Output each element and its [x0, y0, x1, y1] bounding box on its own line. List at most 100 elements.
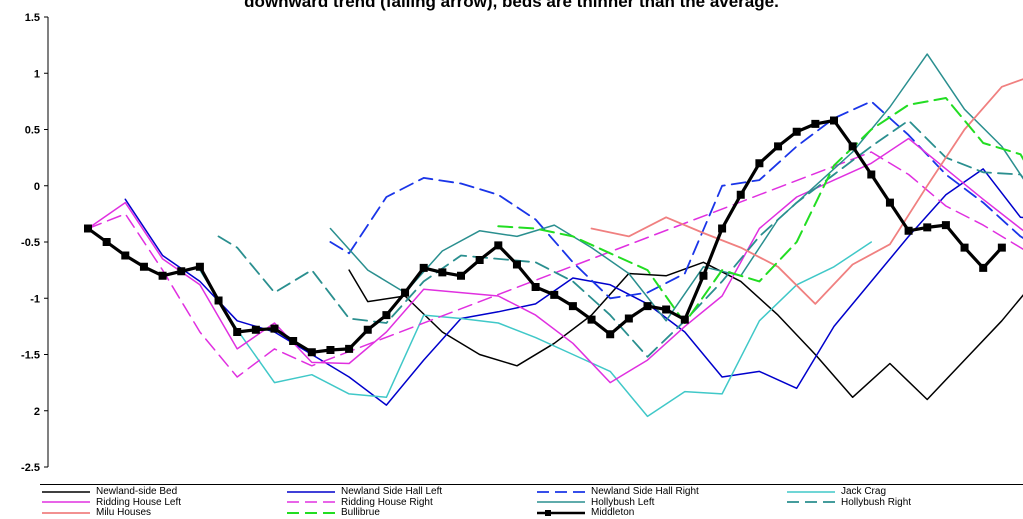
data-point-marker	[271, 325, 279, 333]
y-tick-label: 2	[34, 406, 40, 418]
legend-swatch	[285, 508, 337, 518]
legend-label: Hollybush Left	[591, 497, 654, 508]
legend-swatch	[40, 508, 92, 518]
data-point-marker	[737, 191, 745, 199]
y-tick-label: -0.5	[21, 237, 40, 249]
data-point-marker	[867, 171, 875, 179]
data-point-marker	[364, 326, 372, 334]
data-point-marker	[905, 227, 913, 235]
legend-label: Jack Crag	[841, 486, 886, 497]
data-point-marker	[849, 142, 857, 150]
y-tick-label: -2.5	[21, 462, 40, 474]
data-point-marker	[345, 345, 353, 353]
data-point-marker	[588, 316, 596, 324]
legend-label: Newland-side Bed	[96, 486, 177, 497]
legend-swatch	[785, 487, 837, 497]
legend-swatch	[535, 487, 587, 497]
data-point-marker	[811, 120, 819, 128]
legend-label: Middleton	[591, 507, 634, 518]
axes: 1.5 1 0.5 0 -0.5 -1 -1.5 2 -2.5	[21, 12, 48, 474]
data-point-marker	[159, 272, 167, 280]
legend-entry: Milu Houses	[40, 507, 151, 518]
data-point-marker	[569, 302, 577, 310]
data-point-marker	[233, 328, 241, 336]
data-point-marker	[625, 315, 633, 323]
y-tick-label: 1	[34, 68, 40, 80]
data-point-marker	[140, 263, 148, 271]
data-point-marker	[382, 311, 390, 319]
data-point-marker	[121, 252, 129, 260]
legend-label: Ridding House Right	[341, 497, 433, 508]
data-point-marker	[699, 272, 707, 280]
legend-label: Milu Houses	[96, 507, 151, 518]
data-point-marker	[550, 291, 558, 299]
legend-swatch	[785, 497, 837, 507]
legend-label: Newland Side Hall Right	[591, 486, 699, 497]
data-point-marker	[718, 225, 726, 233]
data-point-marker	[681, 316, 689, 324]
legend-swatch	[535, 497, 587, 507]
legend-label: Hollybush Right	[841, 497, 911, 508]
legend-label: Ridding House Left	[96, 497, 181, 508]
data-point-marker	[457, 272, 465, 280]
data-point-marker	[774, 142, 782, 150]
data-point-marker	[289, 337, 297, 345]
legend-swatch	[285, 487, 337, 497]
series-line-8	[592, 73, 1023, 304]
data-point-marker	[923, 223, 931, 231]
data-point-marker	[308, 348, 316, 356]
legend-entry: Middleton	[535, 507, 634, 518]
legend-entry: Hollybush Right	[785, 497, 911, 508]
legend-entry: Hollybush Left	[535, 497, 654, 508]
legend-swatch	[285, 497, 337, 507]
series-line-9	[498, 98, 1023, 323]
data-point-marker	[84, 225, 92, 233]
data-point-marker	[215, 297, 223, 305]
data-point-marker	[793, 128, 801, 136]
legend-entry: Ridding House Right	[285, 497, 433, 508]
data-point-marker	[252, 326, 260, 334]
data-point-marker	[438, 268, 446, 276]
data-point-marker	[961, 244, 969, 252]
data-point-marker	[662, 306, 670, 314]
series-line-10	[88, 121, 1002, 353]
data-point-marker	[177, 267, 185, 275]
data-point-marker	[644, 302, 652, 310]
y-tick-label: 1.5	[25, 12, 40, 24]
legend-swatch	[40, 487, 92, 497]
data-point-marker	[103, 238, 111, 246]
series-line-6	[330, 54, 1023, 321]
legend-entry: Newland-side Bed	[40, 486, 177, 497]
data-point-marker	[755, 159, 763, 167]
data-point-marker	[326, 346, 334, 354]
legend-swatch	[535, 508, 587, 518]
data-point-marker	[513, 261, 521, 269]
data-point-marker	[998, 244, 1006, 252]
series-lines	[84, 54, 1023, 416]
legend-entry: Ridding House Left	[40, 497, 181, 508]
y-tick-label: 0.5	[25, 125, 40, 137]
y-tick-label: 0	[34, 181, 40, 193]
data-point-marker	[401, 289, 409, 297]
data-point-marker	[532, 283, 540, 291]
data-point-marker	[196, 263, 204, 271]
legend-label: Bullibrue	[341, 507, 380, 518]
data-point-marker	[494, 241, 502, 249]
legend-swatch	[40, 497, 92, 507]
y-tick-label: -1.5	[21, 350, 40, 362]
data-point-marker	[942, 221, 950, 229]
legend-entry: Jack Crag	[785, 486, 886, 497]
series-line-0	[349, 172, 1023, 399]
data-point-marker	[476, 256, 484, 264]
data-point-marker	[606, 330, 614, 338]
data-point-marker	[830, 117, 838, 125]
data-point-marker	[420, 264, 428, 272]
legend-entry: Newland Side Hall Right	[535, 486, 699, 497]
data-point-marker	[886, 199, 894, 207]
y-tick-label: -1	[30, 293, 40, 305]
legend-label: Newland Side Hall Left	[341, 486, 442, 497]
data-point-marker	[979, 264, 987, 272]
legend-entry: Newland Side Hall Left	[285, 486, 442, 497]
chart-legend: Newland-side Bed Newland Side Hall Left Ne…	[40, 484, 1023, 519]
